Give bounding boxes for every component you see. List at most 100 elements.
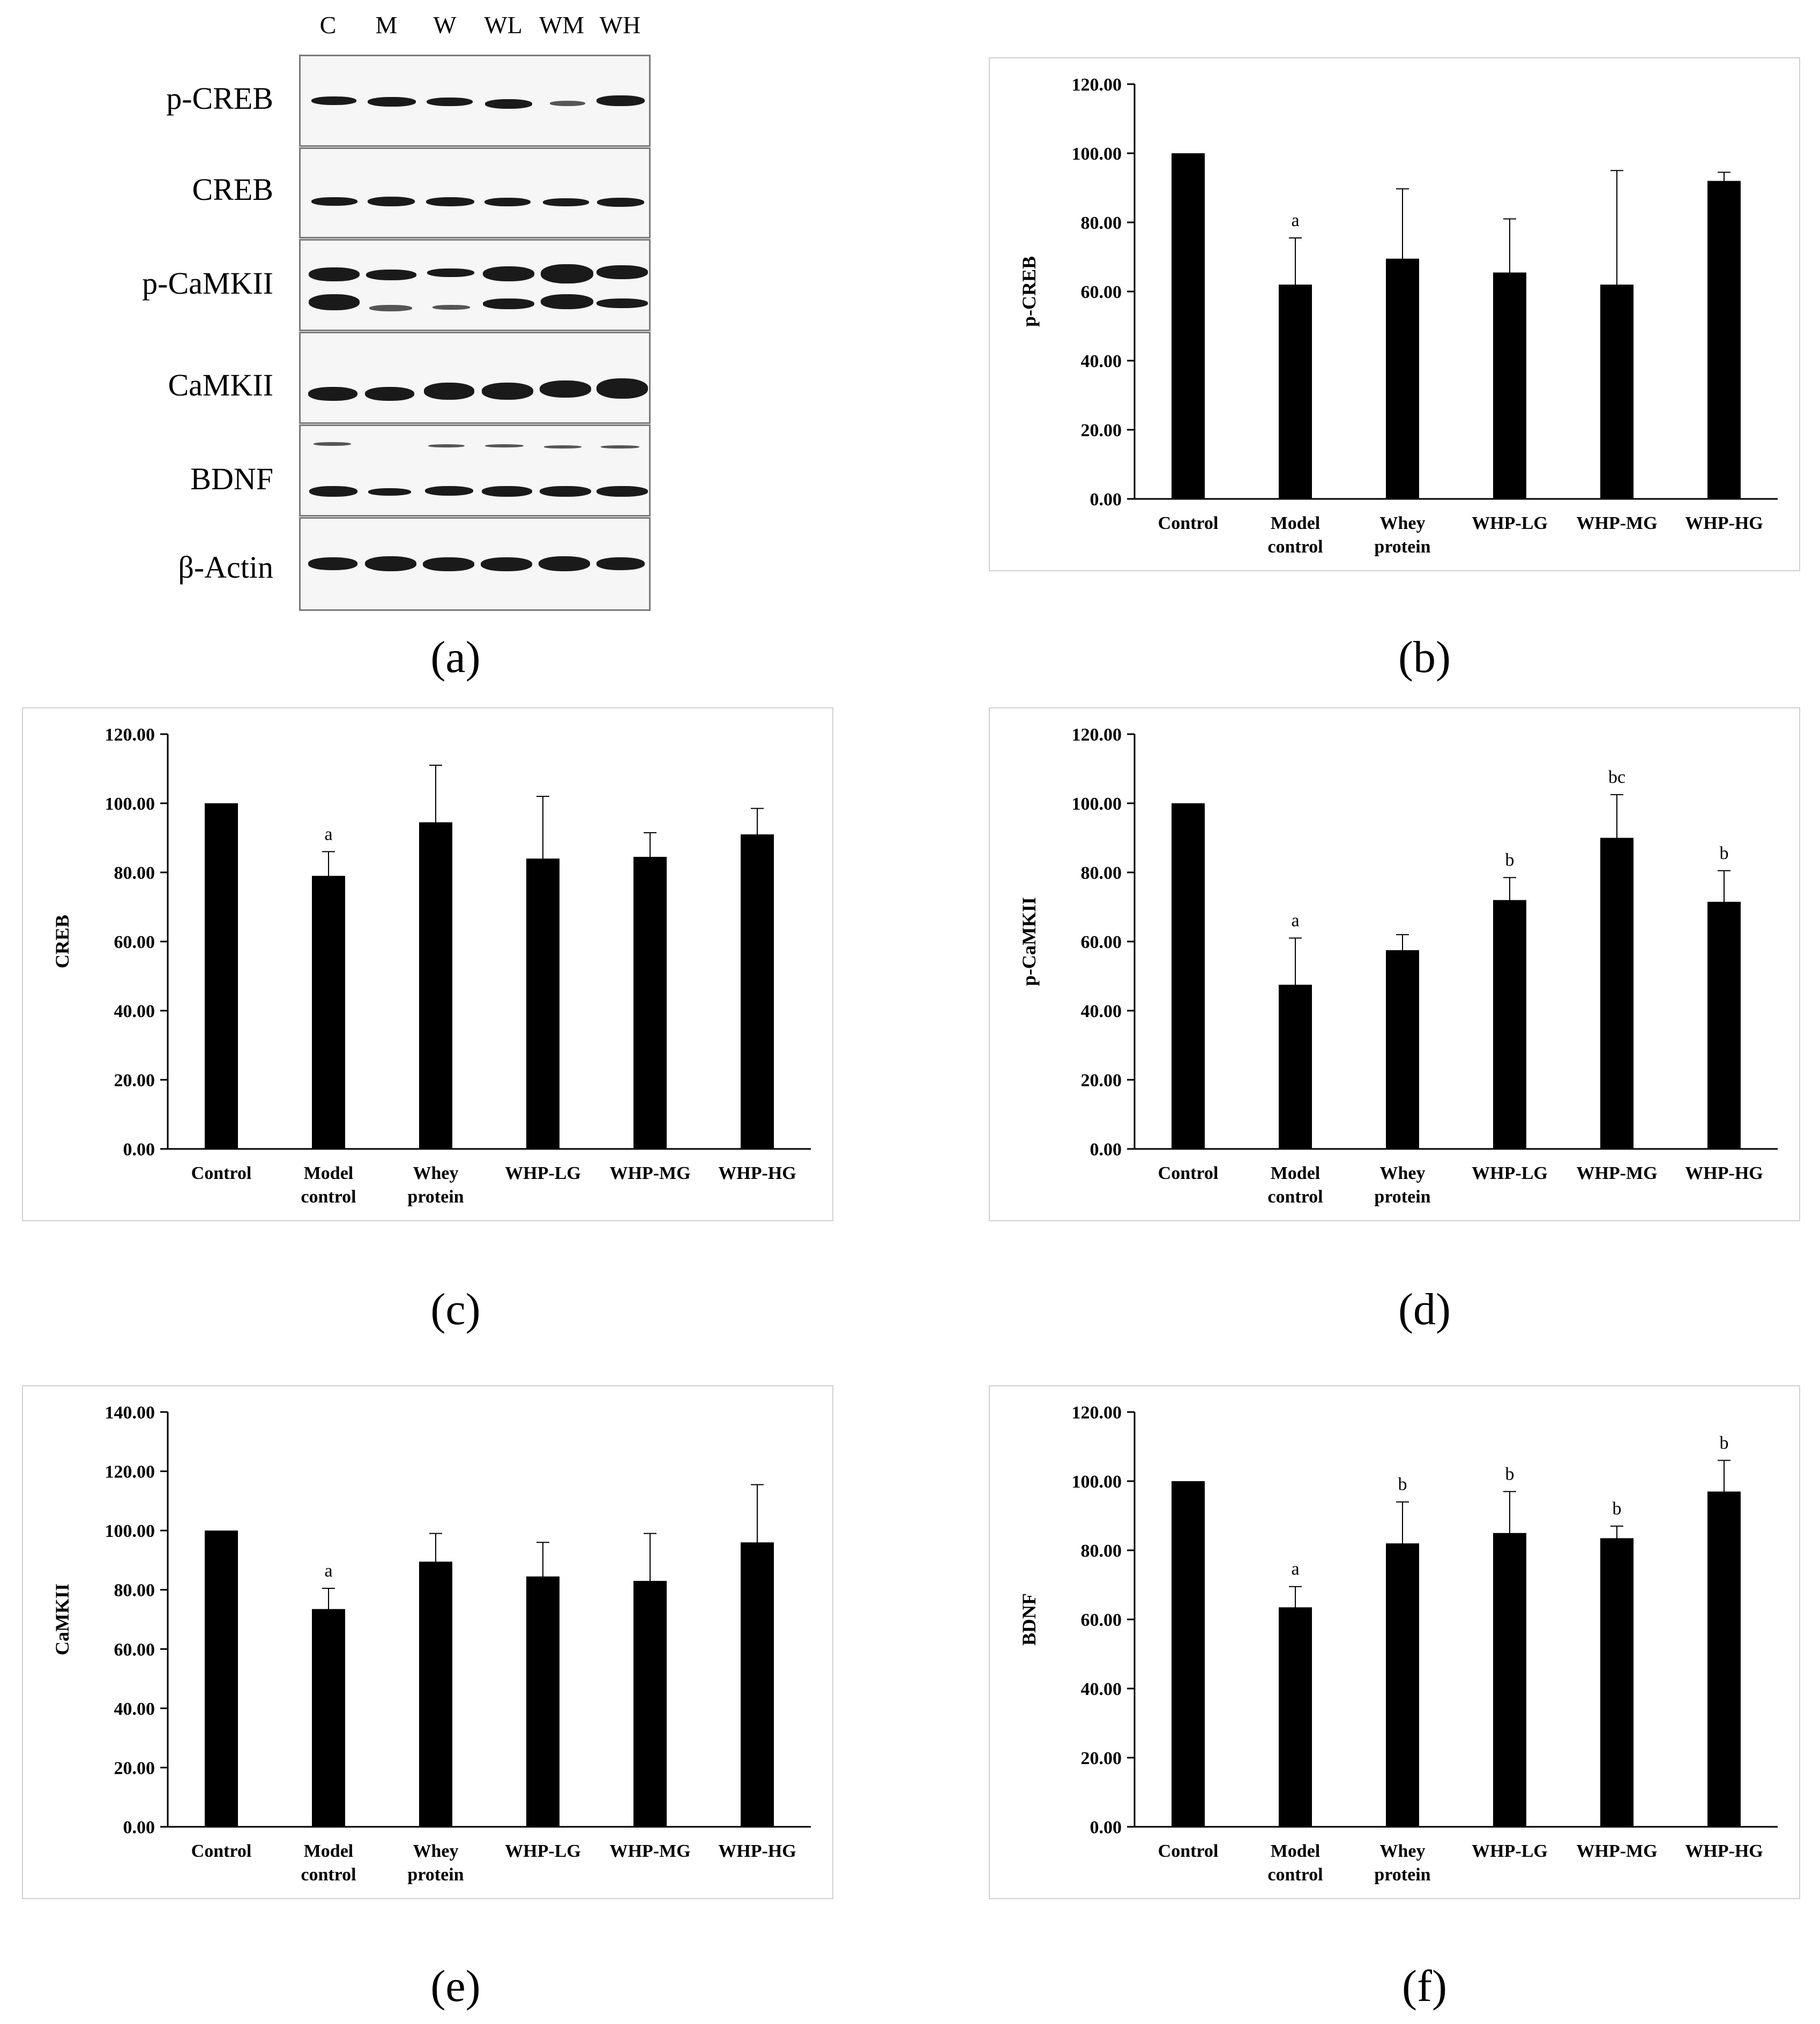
chart-p-creb: 0.00 20.00 40.00 60.00 80.00 100.00 120.00 p-CR… [1018, 75, 1778, 557]
significance-annotation: a [1291, 211, 1299, 230]
blot-band [308, 557, 357, 570]
x-tick-label: WHP-LG [505, 1841, 581, 1861]
significance-annotation: a [1291, 1559, 1299, 1579]
y-tick-label: 20.00 [1081, 1749, 1122, 1768]
blot-row-label: BDNF [190, 461, 273, 496]
blot-band [308, 387, 357, 401]
blot-band [427, 268, 474, 277]
blot-band [543, 198, 589, 206]
x-tick-label: protein [1374, 1187, 1430, 1207]
chart-box-d: 0.00 20.00 40.00 60.00 80.00 100.00 120.00 p-Ca… [989, 707, 1800, 1221]
blot-band [432, 305, 470, 310]
chart-box-c: 0.00 20.00 40.00 60.00 80.00 100.00 120.00 CREB… [22, 707, 833, 1221]
x-tick-label: Whey [1380, 1841, 1426, 1861]
blot-band [425, 486, 473, 496]
x-tick-label: WHP-LG [1472, 1841, 1548, 1861]
blot-band [550, 101, 585, 106]
blot-band [365, 556, 416, 571]
blot-row-label: β-Actin [178, 550, 273, 585]
y-tick-label: 0.00 [1090, 1140, 1122, 1160]
x-tick-label: Model [304, 1841, 354, 1861]
y-tick-label: 100.00 [1072, 794, 1122, 814]
lane-label: M [375, 11, 398, 39]
blot-band [309, 267, 360, 281]
blot-band [482, 383, 533, 400]
x-tick-label: Control [191, 1163, 252, 1183]
y-tick-label: 40.00 [114, 1699, 155, 1719]
x-tick-label: WHP-HG [1685, 1163, 1763, 1183]
blot-band [540, 486, 591, 497]
x-tick-label: WHP-LG [1472, 513, 1548, 533]
significance-annotation: b [1505, 850, 1515, 870]
y-tick-label: 80.00 [1081, 863, 1122, 883]
significance-annotation: b [1398, 1475, 1407, 1495]
y-axis-label: CaMKII [51, 1584, 73, 1655]
bar [741, 834, 774, 1149]
blot-band [596, 378, 648, 399]
bar [1493, 1533, 1526, 1827]
blot-band [482, 486, 532, 497]
y-tick-label: 120.00 [105, 1462, 155, 1482]
y-tick-label: 80.00 [114, 1581, 155, 1601]
blot-band [366, 270, 416, 280]
bar [1707, 1491, 1741, 1827]
significance-annotation: b [1505, 1464, 1515, 1484]
blot-band [481, 557, 532, 571]
bar [1600, 838, 1633, 1149]
y-axis-label: p-CaMKII [1018, 897, 1040, 986]
blot-band [485, 444, 524, 447]
y-tick-label: 40.00 [1081, 1679, 1122, 1699]
blot-frame-beta-actin [299, 517, 651, 611]
blot-band [311, 197, 357, 206]
chart-box-e: 0.00 20.00 40.00 60.00 80.00 100.00 120.00 140.… [22, 1385, 833, 1899]
significance-annotation: b [1720, 843, 1729, 863]
blot-band [484, 198, 531, 206]
y-tick-label: 20.00 [114, 1758, 155, 1778]
x-tick-label: Model [1271, 1841, 1321, 1861]
chart-box-f: 0.00 20.00 40.00 60.00 80.00 100.00 120.00 BDNF… [989, 1385, 1800, 1899]
lane-label: WM [539, 11, 585, 39]
blot-band [483, 298, 534, 309]
x-tick-label: control [1267, 1187, 1323, 1207]
blot-band [368, 488, 411, 496]
y-tick-label: 100.00 [105, 1521, 155, 1541]
blot-row-label: CaMKII [168, 368, 273, 402]
y-tick-label: 100.00 [1072, 144, 1122, 164]
blot-band [311, 96, 356, 105]
x-tick-label: Whey [413, 1841, 459, 1861]
y-tick-label: 60.00 [114, 932, 155, 952]
x-tick-label: control [301, 1865, 356, 1885]
bar [1279, 1607, 1312, 1827]
y-tick-label: 20.00 [1081, 1071, 1122, 1091]
y-axis-label: p-CREB [1018, 256, 1040, 327]
x-tick-label: Whey [413, 1163, 459, 1183]
blot-band [428, 444, 465, 447]
lane-label: WH [599, 11, 641, 39]
blot-band [365, 387, 414, 401]
x-tick-label: Model [1271, 1163, 1321, 1183]
significance-annotation: a [1291, 911, 1299, 931]
bar [1386, 1543, 1419, 1827]
y-tick-label: 120.00 [1072, 725, 1122, 745]
x-tick-label: WHP-HG [718, 1163, 796, 1183]
x-tick-label: WHP-MG [609, 1163, 690, 1183]
x-tick-label: protein [407, 1865, 464, 1885]
significance-annotation: a [324, 1561, 332, 1581]
blot-band [596, 95, 645, 106]
significance-annotation: bc [1608, 767, 1625, 787]
blot-band [423, 557, 474, 571]
blot-band [368, 97, 416, 107]
x-tick-label: Control [1158, 1163, 1219, 1183]
y-tick-label: 40.00 [1081, 352, 1122, 371]
x-tick-label: WHP-MG [609, 1841, 690, 1861]
blot-row-label: CREB [192, 172, 274, 207]
x-tick-label: control [1267, 1865, 1323, 1885]
panel-label-f: (f) [1402, 1961, 1447, 2011]
blot-band [426, 197, 474, 206]
x-tick-label: Whey [1380, 1163, 1426, 1183]
y-tick-label: 100.00 [1072, 1472, 1122, 1492]
x-tick-label: Control [1158, 513, 1219, 533]
y-tick-label: 80.00 [114, 863, 155, 883]
blot-band [597, 198, 644, 207]
significance-annotation: a [324, 824, 332, 844]
